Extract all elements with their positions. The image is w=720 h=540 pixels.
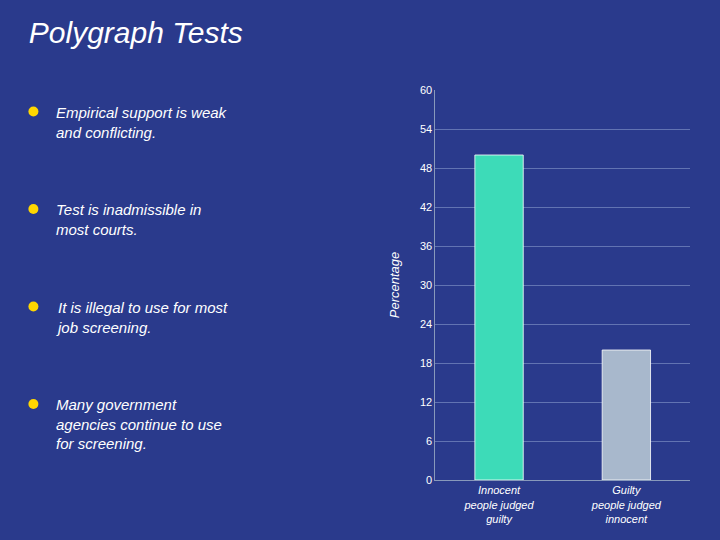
svg-text:Test is inadmissible inmost co: Test is inadmissible inmost courts. <box>56 201 201 238</box>
svg-text:Guiltypeople judgedinnocent: Guiltypeople judgedinnocent <box>591 484 662 525</box>
svg-text:54: 54 <box>420 123 432 135</box>
svg-text:Percentage: Percentage <box>387 252 402 319</box>
svg-text:24: 24 <box>420 318 432 330</box>
svg-text:18: 18 <box>420 357 432 369</box>
svg-text:Empirical support is weakand c: Empirical support is weakand conflicting… <box>56 104 228 141</box>
svg-text:48: 48 <box>420 162 432 174</box>
svg-text:It is illegal to use for mostj: It is illegal to use for mostjob screeni… <box>56 299 228 336</box>
svg-text:Many governmentagencies contin: Many governmentagencies continue to usef… <box>56 396 222 452</box>
svg-text:Innocentpeople judgedguilty: Innocentpeople judgedguilty <box>463 484 534 525</box>
svg-text:60: 60 <box>420 84 432 96</box>
svg-text:Polygraph Tests: Polygraph Tests <box>29 16 243 49</box>
svg-text:0: 0 <box>426 474 432 486</box>
svg-text:6: 6 <box>426 435 432 447</box>
svg-text:36: 36 <box>420 240 432 252</box>
svg-text:42: 42 <box>420 201 432 213</box>
svg-text:30: 30 <box>420 279 432 291</box>
svg-text:12: 12 <box>420 396 432 408</box>
